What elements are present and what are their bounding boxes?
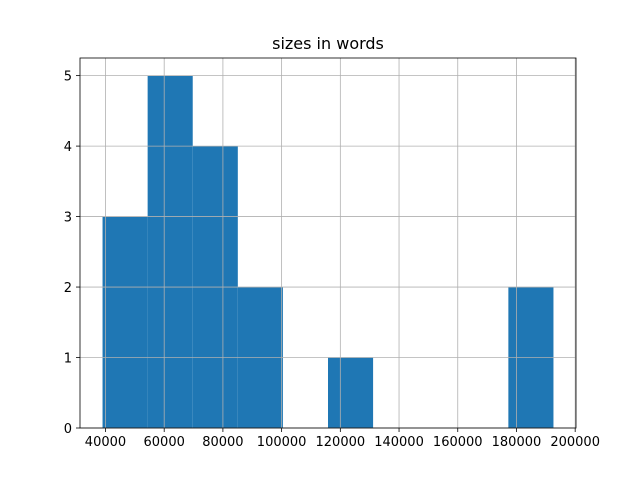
axes-frame xyxy=(79,57,577,429)
y-tick-label: 0 xyxy=(64,422,72,437)
x-tick-label: 120000 xyxy=(316,435,366,450)
bar xyxy=(328,357,374,428)
x-tick-label: 140000 xyxy=(374,435,424,450)
y-tick-label: 4 xyxy=(64,140,72,155)
y-tick-label: 5 xyxy=(64,70,72,85)
bar xyxy=(147,75,193,428)
y-tick-label: 3 xyxy=(64,211,72,226)
x-tick-label: 200000 xyxy=(550,435,600,450)
chart-title: sizes in words xyxy=(272,34,384,53)
x-tick-label: 40000 xyxy=(85,435,126,450)
x-tick-label: 100000 xyxy=(257,435,307,450)
x-tick-label: 180000 xyxy=(492,435,542,450)
bar xyxy=(102,216,148,428)
x-tick-label: 80000 xyxy=(202,435,243,450)
x-tick-label: 60000 xyxy=(144,435,185,450)
x-tick-label: 160000 xyxy=(433,435,483,450)
y-tick-label: 1 xyxy=(64,352,72,367)
y-tick-label: 2 xyxy=(64,281,72,296)
